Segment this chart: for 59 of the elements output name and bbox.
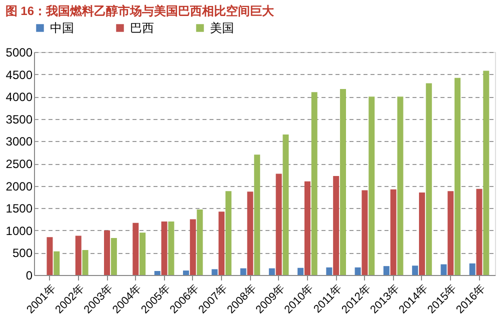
y-tick-label: 500 xyxy=(12,246,33,260)
bar xyxy=(247,192,254,275)
bar xyxy=(354,267,361,275)
bar xyxy=(82,250,88,275)
y-tick-label: 3500 xyxy=(6,112,33,126)
bar xyxy=(75,236,82,275)
bar xyxy=(276,174,282,275)
bar xyxy=(412,266,418,275)
bar xyxy=(418,192,425,275)
bar xyxy=(268,268,275,275)
bar xyxy=(132,222,139,275)
legend-label: 中国 xyxy=(50,21,74,35)
bar xyxy=(304,181,310,275)
bar xyxy=(140,232,146,275)
bar xyxy=(154,270,160,275)
bar xyxy=(218,212,225,275)
bar xyxy=(311,92,318,275)
y-tick-label: 0 xyxy=(26,268,33,282)
bar xyxy=(110,238,117,275)
bar xyxy=(168,221,174,275)
bar xyxy=(212,269,218,275)
bar xyxy=(190,219,196,275)
bar xyxy=(161,221,168,275)
bar xyxy=(340,89,346,275)
bar xyxy=(440,264,447,275)
bar xyxy=(54,251,60,275)
bar xyxy=(469,263,476,275)
y-tick-label: 3000 xyxy=(6,134,33,149)
y-tick-label: 1000 xyxy=(6,224,33,238)
y-tick-label: 2500 xyxy=(6,157,33,171)
bar xyxy=(448,191,454,275)
bar xyxy=(240,268,246,275)
y-tick-label: 4500 xyxy=(6,68,33,82)
y-tick-label: 5000 xyxy=(6,46,33,60)
bar xyxy=(362,190,368,275)
bar xyxy=(254,154,260,275)
bar xyxy=(368,96,375,275)
bar xyxy=(476,188,482,275)
bar xyxy=(46,237,53,275)
bar xyxy=(282,134,289,275)
bar xyxy=(225,191,232,275)
bar xyxy=(333,176,340,275)
bar xyxy=(196,209,203,275)
bar xyxy=(483,70,490,275)
bar xyxy=(104,230,110,275)
chart-title: 图 16：我国燃料乙醇市场与美国巴西相比空间巨大 xyxy=(5,4,275,18)
bar xyxy=(298,268,304,275)
bar xyxy=(426,83,432,275)
legend-label: 巴西 xyxy=(130,21,154,35)
y-tick-label: 4000 xyxy=(6,90,33,104)
y-tick-label: 1500 xyxy=(6,202,33,216)
bar xyxy=(454,78,461,275)
bar xyxy=(397,96,404,275)
legend-label: 美国 xyxy=(210,21,234,35)
bar xyxy=(390,189,396,275)
bar xyxy=(183,270,190,275)
y-tick-label: 2000 xyxy=(6,179,33,194)
bar xyxy=(383,266,390,275)
bar xyxy=(326,267,332,275)
